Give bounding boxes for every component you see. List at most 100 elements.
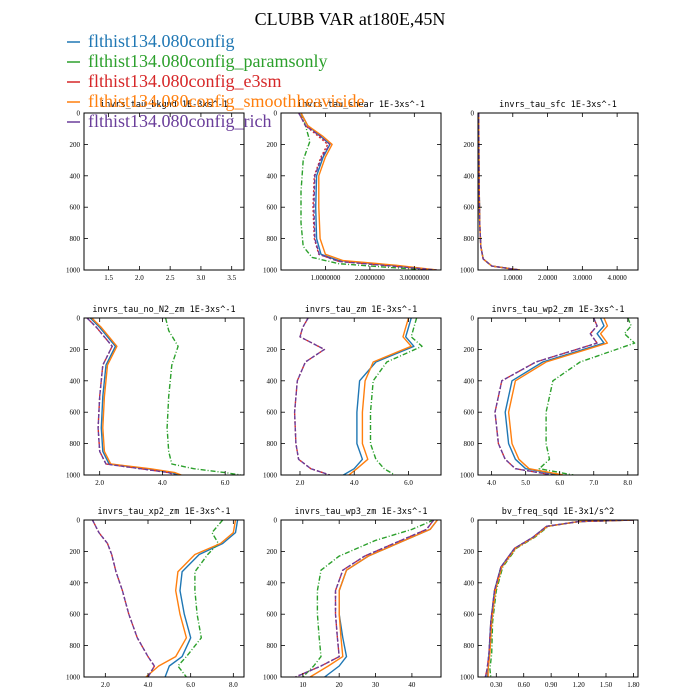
- y-tick-label: 600: [464, 409, 475, 417]
- y-tick-label: 400: [70, 172, 81, 180]
- x-tick-label: 1.0000000: [311, 274, 341, 282]
- x-tick-label: 0.30: [490, 681, 503, 689]
- panel-frame: [83, 519, 245, 678]
- series-group: [86, 318, 242, 475]
- series-line-flthist134.080config_smoothheaviside: [300, 113, 437, 270]
- x-tick-label: 3.0: [197, 274, 206, 282]
- y-tick-label: 800: [70, 235, 81, 243]
- panel-frame: [83, 112, 245, 271]
- panel-title: invrs_tau_xp2_zm 1E-3xs^-1: [97, 507, 230, 517]
- series-line-flthist134.080config_paramsonly: [164, 318, 242, 475]
- series-line-flthist134.080config_smoothheaviside: [145, 520, 237, 677]
- x-tick-label: 1.50: [600, 681, 613, 689]
- y-tick-label: 600: [267, 611, 278, 619]
- y-tick-label: 200: [70, 548, 81, 556]
- x-tick-label: 6.0: [186, 681, 195, 689]
- x-tick-label: 0.60: [518, 681, 531, 689]
- y-tick-label: 0: [77, 110, 81, 118]
- chart-panel-6: invrs_tau_wp2_zm 1E-3xs^-1 0 200 400 600 800 1…: [460, 305, 639, 487]
- series-line-flthist134.080config_paramsonly: [177, 520, 224, 677]
- y-tick-label: 600: [70, 611, 81, 619]
- x-tick-label: 2.5: [166, 274, 175, 282]
- panel-title: invrs_tau_no_N2_zm 1E-3xs^-1: [92, 305, 235, 315]
- series-line-flthist134.080config_rich: [295, 520, 435, 677]
- series-line-flthist134.080config: [164, 520, 239, 677]
- chart-panel-1: invrs_tau_bkgnd 1E-3xs^-1 0 200 400 600 800 10…: [66, 100, 245, 282]
- x-tick-label: 2.0000: [538, 274, 558, 282]
- y-tick-label: 1000: [460, 267, 475, 275]
- legend-item: flthist134.080config_rich: [67, 111, 271, 131]
- series-line-flthist134.080config_smoothheaviside: [309, 520, 438, 677]
- series-group: [494, 318, 636, 475]
- series-group: [295, 520, 438, 677]
- series-line-flthist134.080config_paramsonly: [489, 520, 634, 677]
- y-tick-label: 400: [267, 172, 278, 180]
- x-tick-label: 1.0000: [503, 274, 523, 282]
- y-tick-label: 800: [464, 235, 475, 243]
- series-group: [293, 318, 423, 475]
- series-line-flthist134.080config_e3sm: [293, 318, 331, 475]
- chart-panel-7: invrs_tau_xp2_zm 1E-3xs^-1 0 200 400 600 800 1…: [66, 507, 245, 689]
- x-tick-label: 4.0000: [608, 274, 628, 282]
- y-tick-label: 0: [274, 110, 278, 118]
- y-tick-label: 800: [70, 440, 81, 448]
- y-tick-label: 1000: [66, 472, 81, 480]
- y-tick-label: 200: [464, 141, 475, 149]
- x-tick-label: 8.0: [623, 479, 632, 487]
- series-group: [91, 520, 239, 677]
- panel-title: bv_freq_sqd 1E-3x1/s^2: [502, 507, 615, 517]
- y-tick-label: 0: [77, 517, 81, 525]
- y-tick-label: 600: [267, 204, 278, 212]
- y-tick-label: 200: [464, 346, 475, 354]
- y-tick-label: 800: [464, 642, 475, 650]
- y-tick-label: 600: [70, 409, 81, 417]
- x-tick-label: 1.5: [104, 274, 113, 282]
- y-tick-label: 400: [267, 579, 278, 587]
- x-tick-label: 7.0: [589, 479, 598, 487]
- x-tick-label: 2.0000000: [355, 274, 385, 282]
- y-tick-label: 1000: [263, 267, 278, 275]
- chart-panel-3: invrs_tau_sfc 1E-3xs^-1 0 200 400 600 800 1000…: [460, 100, 639, 282]
- panel-frame: [477, 112, 639, 271]
- x-tick-label: 40: [408, 681, 416, 689]
- y-tick-label: 200: [70, 141, 81, 149]
- chart-panels: invrs_tau_bkgnd 1E-3xs^-1020040060080010…: [66, 100, 640, 689]
- panel-frame: [280, 519, 442, 678]
- x-tick-label: 3.0000000: [399, 274, 429, 282]
- y-tick-label: 600: [464, 611, 475, 619]
- y-tick-label: 1000: [66, 267, 81, 275]
- y-tick-label: 0: [77, 315, 81, 323]
- y-tick-label: 200: [70, 346, 81, 354]
- series-line-flthist134.080config_rich: [91, 520, 156, 677]
- y-tick-label: 1000: [460, 472, 475, 480]
- panel-title: invrs_tau_shear 1E-3xs^-1: [297, 100, 425, 110]
- series-line-flthist134.080config_rich: [494, 318, 598, 475]
- panel-title: invrs_tau_sfc 1E-3xs^-1: [499, 100, 617, 110]
- panel-title: invrs_tau_bkgnd 1E-3xs^-1: [100, 100, 228, 110]
- y-tick-label: 200: [267, 346, 278, 354]
- y-tick-label: 1000: [460, 674, 475, 682]
- y-tick-label: 400: [267, 377, 278, 385]
- x-tick-label: 6.0: [221, 479, 230, 487]
- panel-frame: [83, 317, 245, 476]
- series-line-flthist134.080config_rich: [298, 113, 437, 270]
- y-tick-label: 1000: [66, 674, 81, 682]
- legend-item: flthist134.080config: [67, 31, 235, 51]
- series-line-flthist134.080config_smoothheaviside: [507, 318, 609, 475]
- x-tick-label: 1.20: [572, 681, 585, 689]
- series-line-flthist134.080config_rich: [86, 318, 176, 475]
- y-tick-label: 600: [267, 409, 278, 417]
- x-tick-label: 3.0000: [573, 274, 593, 282]
- x-tick-label: 3.5: [227, 274, 236, 282]
- x-tick-label: 4.0: [487, 479, 496, 487]
- y-tick-label: 600: [70, 204, 81, 212]
- series-group: [298, 113, 437, 270]
- series-line-flthist134.080config_smoothheaviside: [348, 318, 412, 475]
- y-tick-label: 600: [464, 204, 475, 212]
- y-tick-label: 400: [464, 377, 475, 385]
- x-tick-label: 4.0: [158, 479, 167, 487]
- chart-panel-4: invrs_tau_no_N2_zm 1E-3xs^-1 0 200 400 600 80…: [66, 305, 245, 487]
- y-tick-label: 0: [471, 110, 475, 118]
- panel-frame: [477, 317, 639, 476]
